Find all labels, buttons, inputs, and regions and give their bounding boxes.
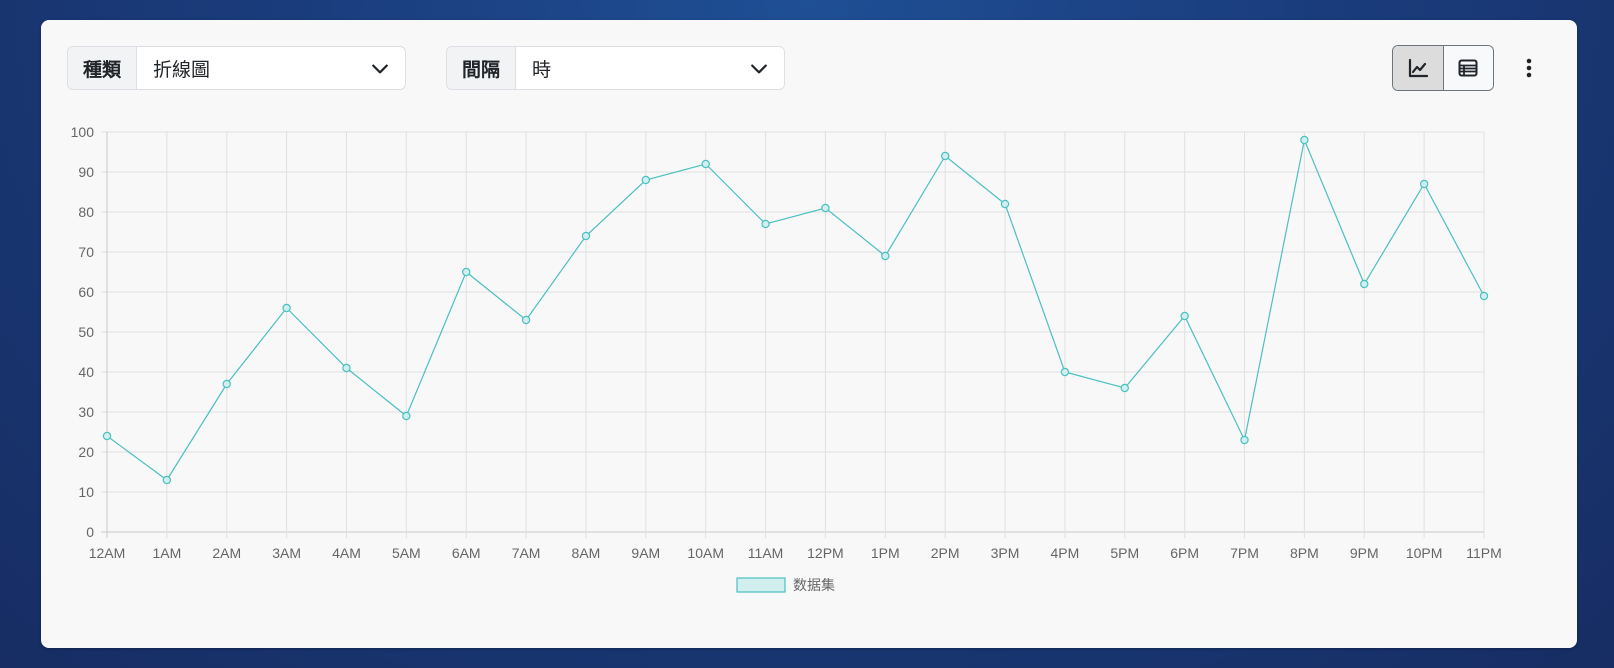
x-tick-label: 1PM	[871, 545, 900, 561]
y-tick-label: 60	[78, 284, 94, 300]
data-point	[940, 151, 950, 161]
y-tick-label: 80	[78, 204, 94, 220]
data-point	[1240, 435, 1249, 445]
data-point	[162, 475, 172, 485]
data-point	[1479, 291, 1489, 301]
line-chart-icon	[1408, 58, 1428, 78]
line-chart: 0 10 20 30 40 50 60 70 80 90 100 12AM 1AM 2AM 3AM 4AM 5A…	[71, 124, 1502, 594]
table-view-button[interactable]	[1443, 46, 1493, 90]
data-point	[282, 303, 291, 313]
data-point	[521, 315, 531, 325]
data-point	[641, 175, 651, 185]
y-tick-label: 0	[86, 524, 94, 540]
data-point	[1300, 135, 1309, 145]
y-tick-label: 50	[78, 324, 94, 340]
x-tick-label: 3PM	[991, 545, 1020, 561]
legend-label: 数据集	[793, 577, 835, 594]
x-tick-label: 2AM	[212, 545, 241, 561]
interval-selected: 時	[532, 59, 552, 81]
x-tick-label: 7AM	[512, 545, 541, 561]
chevron-down-icon	[751, 64, 767, 74]
y-tick-label: 70	[78, 244, 94, 260]
x-tick-label: 4PM	[1051, 545, 1080, 561]
x-tick-label: 5AM	[392, 545, 421, 561]
y-tick-label: 40	[78, 364, 94, 380]
data-point	[1000, 199, 1010, 209]
chart-card: 種類 折線圖 間隔 時	[41, 20, 1577, 648]
y-tick-label: 100	[71, 124, 95, 140]
table-icon	[1458, 59, 1478, 77]
more-options-button[interactable]	[1519, 52, 1539, 84]
line-view-button[interactable]	[1393, 46, 1444, 90]
data-point	[222, 379, 231, 389]
view-toggle	[1392, 45, 1494, 91]
x-tick-label: 8PM	[1290, 545, 1319, 561]
x-tick-label: 9PM	[1350, 545, 1379, 561]
data-point	[102, 431, 112, 441]
chevron-down-icon	[372, 64, 388, 74]
x-tick-label: 12AM	[89, 545, 126, 561]
data-point	[821, 203, 830, 213]
data-point	[402, 411, 411, 421]
x-tick-label: 9AM	[631, 545, 660, 561]
data-point	[581, 231, 591, 241]
x-tick-label: 3AM	[272, 545, 301, 561]
y-tick-label: 90	[78, 164, 94, 180]
data-point	[342, 363, 351, 373]
more-vertical-icon	[1526, 58, 1532, 78]
data-point	[1180, 311, 1189, 321]
y-tick-label: 20	[78, 444, 94, 460]
chart-type-value[interactable]: 折線圖	[137, 47, 405, 89]
interval-select[interactable]: 間隔 時	[446, 46, 785, 90]
x-tick-label: 8AM	[572, 545, 601, 561]
chart-type-select[interactable]: 種類 折線圖	[67, 46, 406, 90]
x-tick-label: 11AM	[748, 545, 784, 561]
data-point	[1060, 367, 1070, 377]
x-tick-label: 4AM	[332, 545, 361, 561]
y-tick-label: 30	[78, 404, 94, 420]
x-tick-label: 10AM	[687, 545, 724, 561]
chart-type-selected: 折線圖	[153, 59, 211, 81]
data-point	[1120, 383, 1129, 393]
data-point	[462, 267, 471, 277]
interval-label: 間隔	[447, 47, 517, 89]
data-point	[1360, 279, 1369, 289]
legend-swatch	[736, 577, 786, 593]
x-tick-label: 11PM	[1466, 545, 1502, 561]
series-line	[106, 137, 1485, 481]
data-point	[1419, 179, 1429, 189]
x-tick-label: 12PM	[807, 545, 844, 561]
y-tick-label: 10	[78, 484, 94, 500]
interval-value[interactable]: 時	[516, 47, 784, 89]
x-tick-label: 1AM	[152, 545, 181, 561]
data-point	[701, 159, 710, 169]
x-tick-label: 10PM	[1406, 545, 1443, 561]
x-tick-label: 6AM	[452, 545, 481, 561]
x-tick-label: 6PM	[1170, 545, 1199, 561]
data-point	[881, 251, 890, 261]
x-tick-label: 5PM	[1110, 545, 1139, 561]
x-tick-label: 7PM	[1230, 545, 1259, 561]
data-point	[761, 219, 770, 229]
chart-type-label: 種類	[68, 47, 138, 89]
x-tick-label: 2PM	[931, 545, 960, 561]
